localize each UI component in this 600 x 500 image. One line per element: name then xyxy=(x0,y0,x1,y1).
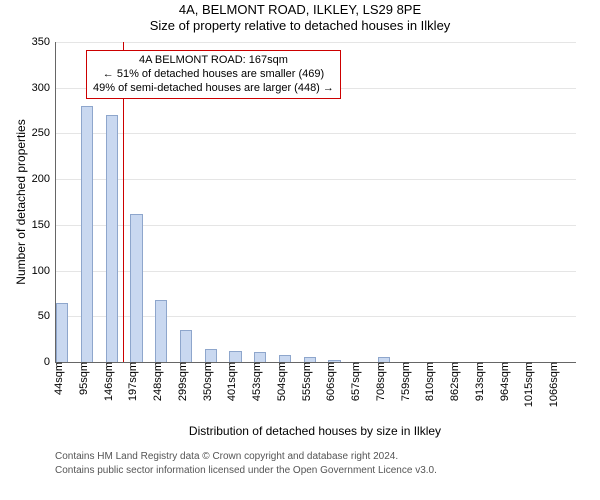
bar xyxy=(279,355,291,362)
x-tick-label: 657sqm xyxy=(344,362,362,401)
x-tick-label: 1015sqm xyxy=(517,362,535,407)
y-tick-label: 350 xyxy=(32,36,56,48)
chart-title-line2: Size of property relative to detached ho… xyxy=(0,18,600,34)
x-tick-label: 862sqm xyxy=(443,362,461,401)
x-tick-label: 146sqm xyxy=(97,362,115,401)
footnote: Contains HM Land Registry data © Crown c… xyxy=(55,450,437,477)
x-tick-label: 44sqm xyxy=(47,362,65,395)
x-tick-label: 248sqm xyxy=(146,362,164,401)
x-tick-label: 1066sqm xyxy=(542,362,560,407)
y-tick-label: 200 xyxy=(32,173,56,185)
annotation-line2: ← 51% of detached houses are smaller (46… xyxy=(93,68,334,82)
bar xyxy=(56,303,68,362)
x-tick-label: 708sqm xyxy=(369,362,387,401)
x-tick-label: 299sqm xyxy=(171,362,189,401)
y-tick-label: 300 xyxy=(32,82,56,94)
y-tick-label: 150 xyxy=(32,219,56,231)
bar xyxy=(229,351,241,362)
x-tick-label: 453sqm xyxy=(245,362,263,401)
x-tick-label: 95sqm xyxy=(72,362,90,395)
annotation-line3: 49% of semi-detached houses are larger (… xyxy=(93,82,334,96)
x-tick-label: 964sqm xyxy=(493,362,511,401)
bar-chart: 05010015020025030035044sqm95sqm146sqm197… xyxy=(55,42,576,363)
bar xyxy=(155,300,167,362)
footnote-line1: Contains HM Land Registry data © Crown c… xyxy=(55,450,437,464)
gridline xyxy=(56,133,576,134)
x-tick-label: 555sqm xyxy=(295,362,313,401)
bar xyxy=(106,115,118,362)
bar xyxy=(254,352,266,362)
x-tick-label: 350sqm xyxy=(196,362,214,401)
x-tick-label: 401sqm xyxy=(220,362,238,401)
bar xyxy=(180,330,192,362)
footnote-line2: Contains public sector information licen… xyxy=(55,464,437,478)
bar xyxy=(130,214,142,362)
bar xyxy=(81,106,93,362)
x-tick-label: 606sqm xyxy=(319,362,337,401)
gridline xyxy=(56,179,576,180)
x-tick-label: 504sqm xyxy=(270,362,288,401)
annotation-line1: 4A BELMONT ROAD: 167sqm xyxy=(93,54,334,68)
x-tick-label: 197sqm xyxy=(121,362,139,401)
property-annotation-box: 4A BELMONT ROAD: 167sqm ← 51% of detache… xyxy=(86,50,341,99)
x-tick-label: 810sqm xyxy=(418,362,436,401)
y-tick-label: 50 xyxy=(38,310,56,322)
y-tick-label: 250 xyxy=(32,127,56,139)
y-tick-label: 100 xyxy=(32,265,56,277)
gridline xyxy=(56,42,576,43)
y-axis-label: Number of detached properties xyxy=(14,119,28,284)
x-tick-label: 913sqm xyxy=(468,362,486,401)
x-axis-label: Distribution of detached houses by size … xyxy=(55,424,575,438)
chart-title-line1: 4A, BELMONT ROAD, ILKLEY, LS29 8PE xyxy=(0,0,600,18)
bar xyxy=(205,349,217,362)
x-tick-label: 759sqm xyxy=(394,362,412,401)
